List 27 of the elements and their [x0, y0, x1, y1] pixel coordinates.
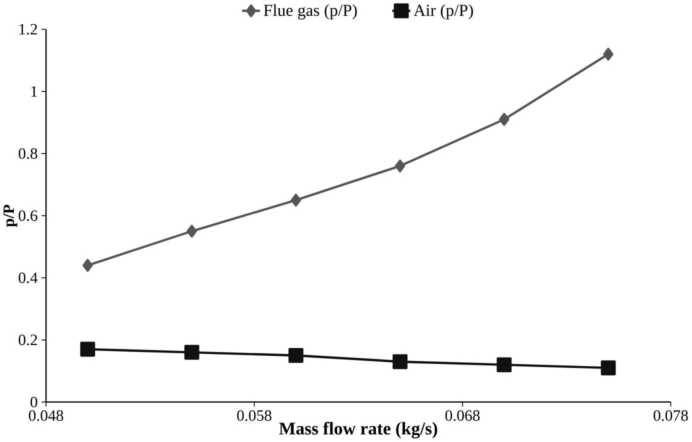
x-tick-label: 0.078	[654, 410, 688, 422]
point	[186, 224, 197, 238]
point	[600, 360, 616, 376]
point	[80, 342, 96, 357]
legend-label: Flue gas (p/P)	[264, 4, 357, 20]
point	[496, 357, 512, 372]
legend-label: Air (p/P)	[414, 4, 473, 20]
x-tick-label: 0.068	[445, 410, 480, 422]
point	[184, 344, 200, 360]
point	[392, 354, 408, 370]
point	[288, 348, 304, 363]
point	[603, 48, 614, 61]
y-axis-title: p/P	[4, 204, 18, 227]
y-tick-label: 0.8	[18, 148, 38, 159]
x-axis-title: Mass flow rate (kg/s)	[279, 422, 438, 438]
point	[290, 194, 302, 207]
y-tick-label: 1.2	[20, 24, 37, 35]
point	[394, 160, 406, 172]
x-tick-label: 0.048	[28, 410, 64, 422]
y-tick-label: 0.6	[18, 210, 38, 222]
point	[82, 259, 93, 272]
y-tick-label: 0.4	[18, 272, 38, 284]
y-tick-label: 0	[30, 396, 38, 408]
y-tick-label: 1	[31, 86, 37, 97]
x-tick-label: 0.058	[237, 410, 272, 422]
point	[499, 113, 510, 126]
y-tick-label: 0.2	[18, 334, 37, 346]
